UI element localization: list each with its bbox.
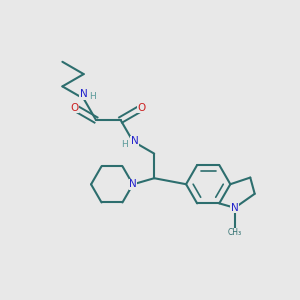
Text: H: H — [89, 92, 95, 101]
Text: O: O — [70, 103, 79, 113]
Text: N: N — [129, 179, 137, 189]
Text: N: N — [80, 89, 88, 99]
Text: N: N — [130, 136, 138, 146]
Text: O: O — [138, 103, 146, 113]
Text: N: N — [231, 203, 238, 213]
Text: H: H — [122, 140, 128, 149]
Text: CH₃: CH₃ — [228, 228, 242, 237]
